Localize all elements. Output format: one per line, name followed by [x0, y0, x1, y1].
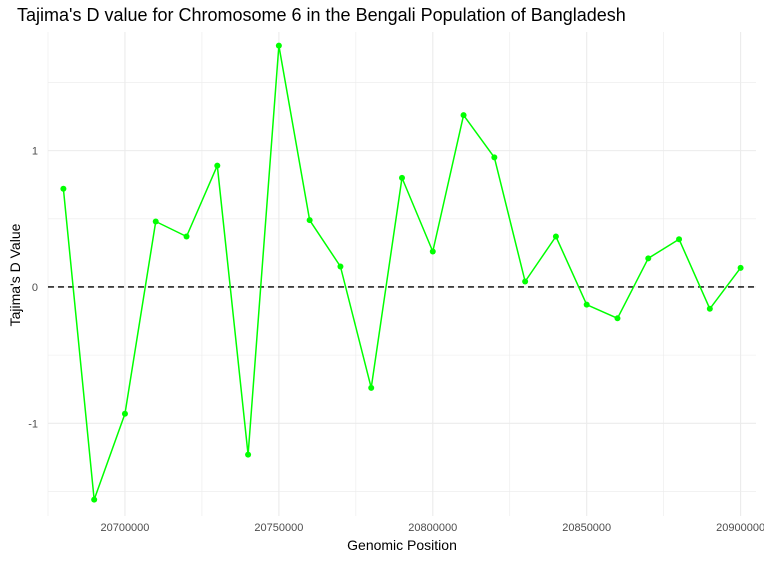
data-point	[429, 248, 436, 255]
data-point	[214, 162, 221, 169]
y-tick-label: 0	[32, 282, 38, 294]
x-tick-label: 20750000	[254, 522, 303, 534]
data-point	[121, 410, 128, 417]
data-point	[368, 384, 375, 391]
data-point	[645, 255, 652, 262]
series-layer	[60, 42, 744, 503]
data-point	[399, 174, 405, 181]
chart-title: Tajima's D value for Chromosome 6 in the…	[17, 5, 626, 25]
data-point	[60, 185, 67, 192]
y-tick-label: 1	[32, 146, 38, 158]
x-tick-label: 20900000	[716, 522, 764, 534]
y-tick-label: -1	[28, 418, 38, 430]
data-point	[337, 263, 344, 270]
data-point	[583, 301, 590, 308]
grid-lines	[47, 32, 756, 516]
data-point	[245, 451, 252, 458]
data-point	[91, 496, 98, 503]
x-tick-label: 20800000	[408, 522, 457, 534]
data-point	[275, 42, 282, 49]
data-point	[491, 154, 498, 161]
data-point	[152, 218, 159, 225]
y-axis-label: Tajima's D Value	[7, 223, 23, 327]
series-line	[62, 44, 742, 501]
data-point	[737, 264, 744, 271]
data-point	[522, 278, 529, 285]
data-point	[676, 236, 683, 243]
data-point	[706, 305, 713, 312]
data-point	[306, 217, 313, 224]
x-tick-label: 20700000	[100, 522, 149, 534]
data-point	[552, 233, 559, 240]
x-axis-ticks: 20700000 20750000 20800000 20850000 20900000	[100, 522, 764, 534]
y-axis-ticks: -1 0 1	[28, 146, 38, 431]
data-point	[183, 233, 190, 240]
x-tick-label: 20850000	[562, 522, 611, 534]
data-point	[614, 315, 621, 322]
data-point	[460, 112, 467, 119]
x-axis-label: Genomic Position	[347, 537, 457, 553]
